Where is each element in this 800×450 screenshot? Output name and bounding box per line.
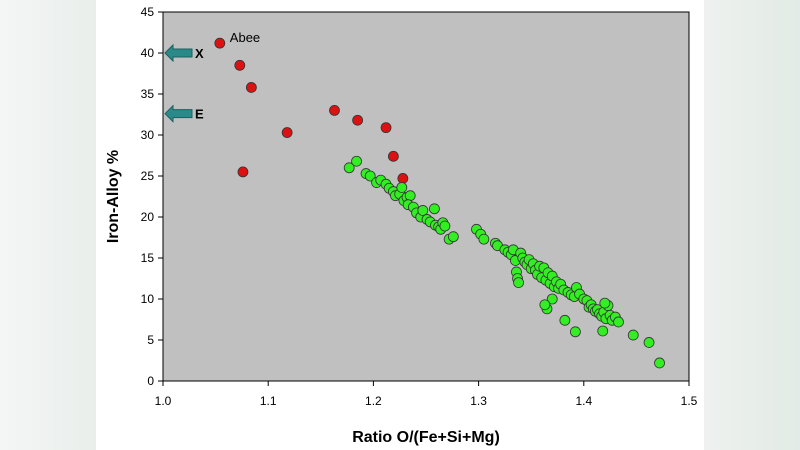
right-background: [704, 0, 800, 450]
x-tick-label: 1.2: [365, 394, 382, 408]
green-data-point: [396, 182, 408, 193]
arrow-left-icon: [164, 104, 193, 123]
y-tick-label: 40: [141, 46, 155, 60]
green-data-point: [351, 155, 362, 167]
green-data-point: [569, 326, 581, 338]
y-tick-label: 35: [141, 87, 155, 101]
left-background: [0, 0, 96, 450]
green-data-point: [439, 220, 451, 232]
x-tick-label: 1.0: [155, 394, 172, 408]
green-data-point: [429, 203, 440, 215]
green-data-point: [559, 314, 571, 326]
side-marker-label: X: [195, 46, 204, 61]
y-tick-label: 20: [141, 210, 155, 224]
green-data-point: [447, 231, 459, 243]
red-data-point: [329, 105, 340, 116]
red-data-point: [352, 114, 364, 126]
green-data-point: [613, 316, 624, 328]
annotation-label: Abee: [230, 30, 260, 45]
green-data-point: [513, 277, 524, 289]
annotations: Abee: [230, 30, 260, 45]
x-tick-label: 1.5: [681, 394, 698, 408]
y-tick-label: 25: [141, 169, 155, 183]
y-tick-label: 5: [147, 333, 154, 347]
y-tick-label: 0: [147, 374, 154, 388]
x-axis-title: Ratio O/(Fe+Si+Mg): [352, 429, 500, 446]
red-data-point: [214, 37, 226, 49]
green-data-point: [546, 293, 558, 305]
green-data-point: [599, 297, 611, 309]
green-data-point: [364, 170, 376, 182]
green-data-point: [643, 337, 655, 348]
y-axis-title: Iron-Alloy %: [105, 150, 122, 243]
axis-ticks: 0 5 10 15 20 25 30 35 40 45 1.0 1.1 1.2 1.3 1.4 1.5: [141, 5, 698, 408]
green-data-point: [404, 190, 416, 202]
side-markers: XE: [164, 43, 204, 123]
y-tick-label: 10: [141, 292, 155, 306]
green-data-point: [654, 357, 665, 369]
x-tick-label: 1.1: [260, 394, 277, 408]
red-data-point: [387, 150, 399, 162]
red-data-point: [281, 127, 293, 138]
red-data-point: [237, 166, 249, 178]
data-points: [214, 37, 665, 369]
green-data-point: [343, 162, 355, 174]
y-tick-label: 45: [141, 5, 155, 19]
red-data-point: [245, 82, 257, 93]
x-tick-label: 1.3: [470, 394, 487, 408]
green-data-point: [417, 205, 429, 216]
green-data-point: [478, 233, 490, 245]
y-tick-label: 30: [141, 128, 155, 142]
red-data-point: [397, 173, 409, 184]
arrow-left-icon: [164, 43, 193, 63]
x-tick-label: 1.4: [575, 394, 592, 408]
red-data-point: [380, 122, 392, 134]
red-data-point: [234, 59, 246, 71]
green-data-point: [597, 325, 609, 337]
y-tick-label: 15: [141, 251, 155, 265]
side-marker-label: E: [195, 107, 204, 122]
green-data-point: [627, 329, 639, 341]
green-data-point: [539, 299, 551, 311]
